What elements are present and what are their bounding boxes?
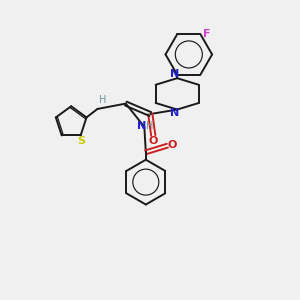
- Text: O: O: [148, 136, 158, 146]
- Text: O: O: [168, 140, 177, 150]
- Text: H: H: [146, 121, 153, 131]
- Text: N: N: [169, 108, 179, 118]
- Text: S: S: [77, 136, 85, 146]
- Text: N: N: [137, 121, 147, 131]
- Text: H: H: [99, 95, 106, 105]
- Text: N: N: [169, 69, 179, 79]
- Text: F: F: [203, 29, 211, 39]
